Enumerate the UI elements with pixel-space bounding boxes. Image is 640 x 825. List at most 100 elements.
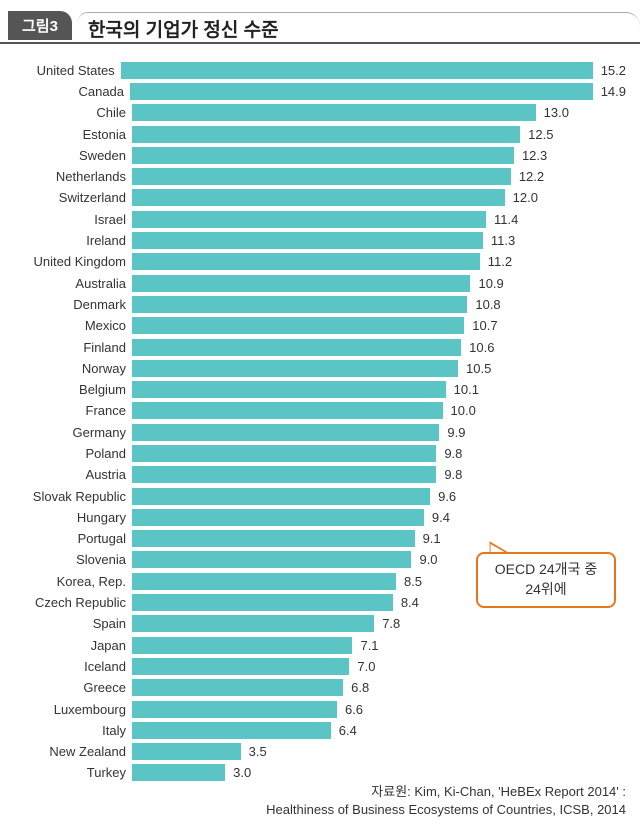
bar — [132, 488, 430, 505]
country-label: Slovak Republic — [8, 489, 132, 504]
callout-box: OECD 24개국 중24위에 — [476, 552, 616, 608]
chart-row: Switzerland12.0 — [8, 188, 626, 208]
bar-area: 12.0 — [132, 188, 626, 208]
source-line2: Healthiness of Business Ecosystems of Co… — [266, 801, 626, 819]
value-label: 12.5 — [528, 127, 553, 142]
value-label: 10.8 — [475, 297, 500, 312]
bar-area: 12.5 — [132, 124, 626, 144]
value-label: 9.6 — [438, 489, 456, 504]
bar-area: 10.8 — [132, 294, 626, 314]
value-label: 14.9 — [601, 84, 626, 99]
bar — [132, 211, 486, 228]
value-label: 9.0 — [419, 552, 437, 567]
country-label: United States — [8, 63, 121, 78]
chart-row: Belgium10.1 — [8, 379, 626, 399]
bar-area: 6.6 — [132, 699, 626, 719]
bar-area: 12.2 — [132, 166, 626, 186]
country-label: Spain — [8, 616, 132, 631]
callout-text: OECD 24개국 중24위에 — [495, 560, 597, 599]
value-label: 9.9 — [447, 425, 465, 440]
country-label: Korea, Rep. — [8, 574, 132, 589]
bar-area: 10.9 — [132, 273, 626, 293]
value-label: 10.5 — [466, 361, 491, 376]
bar-area: 6.8 — [132, 678, 626, 698]
value-label: 10.0 — [451, 403, 476, 418]
chart-row: New Zealand3.5 — [8, 742, 626, 762]
chart-row: Canada14.9 — [8, 81, 626, 101]
bar-area: 9.8 — [132, 443, 626, 463]
country-label: Turkey — [8, 765, 132, 780]
chart-row: Israel11.4 — [8, 209, 626, 229]
country-label: Chile — [8, 105, 132, 120]
value-label: 12.3 — [522, 148, 547, 163]
bar — [132, 189, 505, 206]
country-label: Australia — [8, 276, 132, 291]
chart-title: 한국의 기업가 정신 수준 — [78, 12, 640, 46]
country-label: United Kingdom — [8, 254, 132, 269]
chart-row: Finland10.6 — [8, 337, 626, 357]
bar-area: 10.6 — [132, 337, 626, 357]
bar — [132, 445, 436, 462]
bar-area: 11.3 — [132, 230, 626, 250]
country-label: Hungary — [8, 510, 132, 525]
chart-row: Luxembourg 6.6 — [8, 699, 626, 719]
country-label: Japan — [8, 638, 132, 653]
country-label: Netherlands — [8, 169, 132, 184]
bar — [132, 296, 467, 313]
country-label: Sweden — [8, 148, 132, 163]
value-label: 12.2 — [519, 169, 544, 184]
bar — [132, 466, 436, 483]
bar — [132, 232, 483, 249]
source-citation: 자료원: Kim, Ki-Chan, 'HeBEx Report 2014' :… — [266, 783, 626, 819]
bar — [132, 764, 225, 781]
bar-area: 3.0 — [132, 763, 626, 783]
bar-area: 9.4 — [132, 507, 626, 527]
country-label: Luxembourg — [8, 702, 132, 717]
value-label: 9.4 — [432, 510, 450, 525]
bar — [132, 275, 470, 292]
country-label: Czech Republic — [8, 595, 132, 610]
bar — [132, 658, 349, 675]
chart-row: Slovak Republic 9.6 — [8, 486, 626, 506]
bar — [121, 62, 593, 79]
bar — [132, 360, 458, 377]
bar-area: 12.3 — [132, 145, 626, 165]
chart-row: Turkey3.0 — [8, 763, 626, 783]
chart-header: 그림3 한국의 기업가 정신 수준 — [0, 0, 640, 44]
source-line1: 자료원: Kim, Ki-Chan, 'HeBEx Report 2014' : — [266, 783, 626, 801]
bar-area: 14.9 — [130, 81, 626, 101]
chart-row: Chile13.0 — [8, 103, 626, 123]
bar — [132, 509, 424, 526]
bar-chart: United States15.2Canada14.9Chile13.0Esto… — [0, 54, 640, 783]
bar-area: 9.8 — [132, 465, 626, 485]
bar — [132, 168, 511, 185]
chart-row: Norway10.5 — [8, 358, 626, 378]
country-label: Belgium — [8, 382, 132, 397]
chart-row: Hungary 9.4 — [8, 507, 626, 527]
chart-row: Denmark10.8 — [8, 294, 626, 314]
bar — [132, 573, 396, 590]
bar — [132, 253, 480, 270]
value-label: 9.8 — [444, 467, 462, 482]
value-label: 6.6 — [345, 702, 363, 717]
bar — [132, 147, 514, 164]
country-label: Germany — [8, 425, 132, 440]
chart-row: Ireland11.3 — [8, 230, 626, 250]
bar — [132, 104, 536, 121]
bar — [132, 594, 393, 611]
country-label: Poland — [8, 446, 132, 461]
bar — [132, 637, 352, 654]
value-label: 10.9 — [478, 276, 503, 291]
country-label: Ireland — [8, 233, 132, 248]
value-label: 3.5 — [249, 744, 267, 759]
chart-row: Mexico10.7 — [8, 316, 626, 336]
bar-area: 9.1 — [132, 529, 626, 549]
bar-area: 6.4 — [132, 720, 626, 740]
chart-row: Poland 9.8 — [8, 443, 626, 463]
value-label: 9.8 — [444, 446, 462, 461]
country-label: Switzerland — [8, 190, 132, 205]
value-label: 6.4 — [339, 723, 357, 738]
bar-area: 3.5 — [132, 742, 626, 762]
bar-area: 7.1 — [132, 635, 626, 655]
bar-area: 9.9 — [132, 422, 626, 442]
